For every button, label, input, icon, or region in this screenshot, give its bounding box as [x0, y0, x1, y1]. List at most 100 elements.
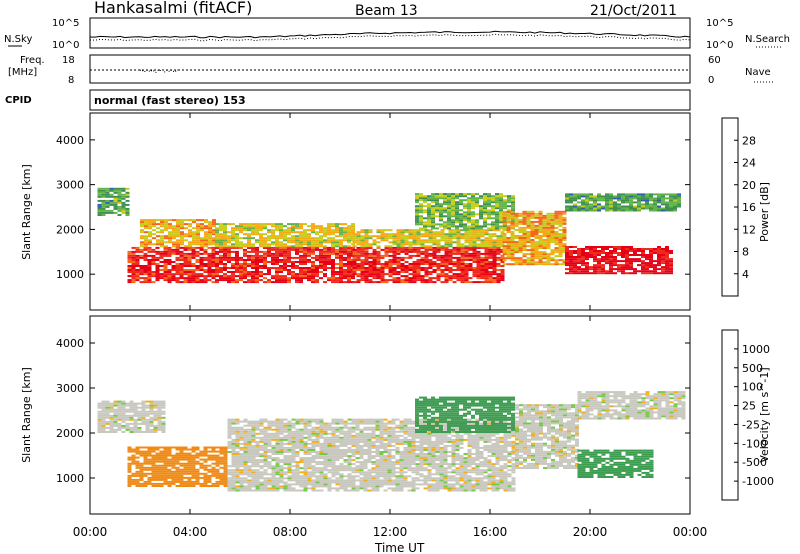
- heatmap-cell-region-3: [215, 281, 219, 284]
- heatmap-cell-region-0: [141, 410, 146, 413]
- heatmap-cell-region-10: [573, 209, 577, 212]
- heatmap-cell-region-1: [135, 474, 140, 477]
- heatmap-cell-region-2: [204, 225, 208, 228]
- heatmap-cell-region-1: [203, 478, 208, 481]
- heatmap-cell-region-5: [480, 263, 485, 265]
- heatmap-cell-region-1: [207, 450, 212, 453]
- heatmap-cell-region-7: [459, 217, 463, 220]
- heatmap-cell-region-1: [179, 448, 184, 451]
- heatmap-cell-region-0: [101, 400, 106, 403]
- heatmap-cell-region-9: [569, 246, 573, 248]
- heatmap-cell-region-10: [585, 199, 589, 202]
- heatmap-cell-region-4: [335, 245, 339, 248]
- heatmap-cell-region-2: [323, 446, 328, 449]
- heatmap-cell-region-1: [207, 263, 212, 265]
- heatmap-cell-region-8: [554, 218, 559, 221]
- heatmap-cell-region-6: [444, 245, 449, 248]
- heatmap-cell-region-9: [641, 256, 645, 258]
- heatmap-cell-region-10: [585, 201, 589, 204]
- heatmap-cell-region-4: [311, 239, 315, 242]
- heatmap-cell-region-2: [251, 453, 256, 455]
- heatmap-cell-region-2: [307, 461, 312, 464]
- heatmap-cell-region-0: [133, 404, 138, 407]
- heatmap-cell-region-3: [287, 252, 291, 255]
- heatmap-cell-region-1: [187, 460, 192, 463]
- heatmap-cell-region-2: [212, 231, 216, 234]
- heatmap-cell-region-0: [117, 193, 122, 196]
- heatmap-cell-region-4: [235, 229, 239, 232]
- heatmap-cell-region-5: [412, 271, 417, 273]
- heatmap-cell-region-5: [500, 265, 505, 267]
- heatmap-cell-region-0: [149, 400, 154, 403]
- heatmap-cell-region-2: [227, 477, 232, 480]
- heatmap-cell-region-8: [530, 259, 535, 262]
- heatmap-cell-region-7: [467, 221, 471, 224]
- heatmap-cell-region-2: [311, 444, 316, 447]
- heatmap-cell-region-1: [139, 265, 144, 267]
- heatmap-cell-region-9: [661, 270, 665, 273]
- heatmap-cell-region-9: [601, 248, 605, 250]
- heatmap-cell-region-10: [613, 197, 617, 200]
- heatmap-cell-region-1: [203, 466, 208, 469]
- heatmap-cell-region-1: [159, 261, 164, 263]
- heatmap-cell-region-3: [339, 277, 343, 280]
- heatmap-cell-region-8: [562, 263, 567, 266]
- heatmap-cell-region-3: [287, 248, 291, 251]
- heatmap-cell-region-3: [271, 259, 275, 261]
- heatmap-cell-region-0: [117, 424, 122, 427]
- heatmap-cell-region-8: [506, 249, 511, 252]
- heatmap-cell-region-2: [251, 465, 256, 468]
- heatmap-cell-region-2: [148, 235, 152, 238]
- heatmap-cell-region-4: [275, 227, 279, 230]
- heatmap-cell-region-1: [151, 281, 156, 284]
- heatmap-cell-region-1: [187, 454, 192, 457]
- heatmap-cell-region-5: [352, 250, 357, 253]
- heatmap-cell-region-4: [219, 223, 223, 226]
- heatmap-cell-region-7: [439, 211, 443, 214]
- heatmap-cell-region-8: [522, 249, 527, 252]
- heatmap-cell-region-1: [167, 250, 172, 253]
- heatmap-cell-region-6: [368, 231, 373, 234]
- heatmap-cell-region-2: [271, 465, 276, 468]
- heatmap-cell-region-4: [347, 225, 351, 228]
- heatmap-cell-region-5: [384, 250, 389, 253]
- heatmap-cell-region-1: [159, 252, 164, 255]
- heatmap-cell-region-7: [455, 217, 459, 220]
- heatmap-cell-region-2: [319, 477, 324, 480]
- heatmap-cell-region-0: [145, 422, 150, 425]
- heatmap-cell-region-5: [392, 267, 397, 269]
- heatmap-cell-region-8: [530, 241, 535, 244]
- heatmap-cell-region-5: [496, 281, 501, 284]
- heatmap-cell-region-7: [483, 205, 487, 208]
- heatmap-cell-region-10: [641, 203, 645, 206]
- heatmap-cell-region-1: [211, 254, 216, 257]
- heatmap-cell-region-3: [223, 269, 227, 271]
- heatmap-cell-region-1: [179, 464, 184, 467]
- heatmap-cell-region-2: [319, 451, 324, 453]
- heatmap-cell-region-7: [463, 219, 467, 222]
- heatmap-cell-region-8: [538, 222, 543, 225]
- heatmap-cell-region-2: [243, 430, 248, 433]
- heatmap-cell-region-7: [483, 197, 487, 200]
- heatmap-cell-region-2: [323, 477, 328, 480]
- heatmap-cell-region-0: [101, 414, 106, 417]
- heatmap-cell-region-3: [227, 252, 231, 255]
- heatmap-cell-region-0: [113, 431, 118, 433]
- heatmap-cell-region-2: [319, 434, 324, 437]
- heatmap-cell-region-4: [275, 223, 279, 226]
- heatmap-cell-region-7: [459, 209, 463, 212]
- heatmap-cell-region-8: [546, 231, 551, 233]
- heatmap-cell-region-10: [565, 209, 569, 212]
- heatmap-cell-region-10: [597, 195, 601, 198]
- heatmap-cell-region-3: [255, 273, 259, 276]
- heatmap-cell-region-3: [247, 273, 251, 276]
- heatmap-cell-region-5: [440, 273, 445, 276]
- heatmap-cell-region-0: [109, 416, 114, 419]
- heatmap-cell-region-2: [271, 428, 276, 431]
- heatmap-cell-region-1: [127, 476, 132, 479]
- heatmap-cell-region-2: [299, 483, 304, 486]
- heatmap-cell-region-9: [577, 258, 581, 261]
- heatmap-cell-region-2: [323, 430, 328, 433]
- heatmap-cell-region-2: [287, 479, 292, 482]
- heatmap-cell-region-10: [577, 207, 581, 210]
